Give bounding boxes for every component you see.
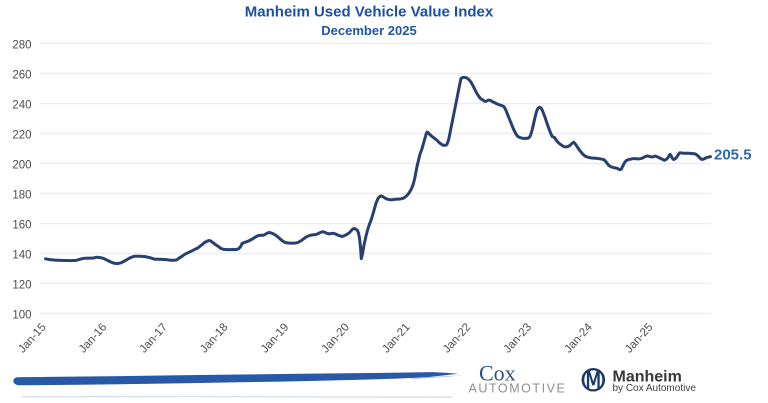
svg-text:Jan-19: Jan-19 (259, 321, 291, 355)
svg-text:Jan-18: Jan-18 (198, 321, 230, 355)
svg-text:200: 200 (12, 159, 31, 171)
svg-text:Jan-16: Jan-16 (77, 321, 109, 355)
svg-text:240: 240 (12, 99, 31, 111)
svg-text:180: 180 (12, 189, 31, 201)
svg-text:by Cox Automotive: by Cox Automotive (613, 383, 697, 394)
svg-text:Manheim: Manheim (613, 369, 682, 386)
svg-text:220: 220 (12, 129, 31, 141)
svg-text:160: 160 (12, 219, 31, 231)
svg-text:280: 280 (12, 39, 31, 51)
svg-text:Jan-23: Jan-23 (502, 321, 534, 355)
svg-text:Jan-25: Jan-25 (623, 321, 655, 355)
svg-text:Jan-20: Jan-20 (320, 321, 352, 355)
svg-text:Cox: Cox (479, 360, 516, 385)
svg-text:120: 120 (12, 279, 31, 291)
svg-text:Jan-24: Jan-24 (562, 321, 595, 356)
svg-text:140: 140 (12, 249, 31, 261)
svg-text:AUTOMOTIVE: AUTOMOTIVE (469, 381, 567, 395)
svg-text:Jan-17: Jan-17 (138, 321, 170, 355)
svg-text:December 2025: December 2025 (321, 23, 416, 38)
svg-text:Jan-21: Jan-21 (380, 321, 412, 355)
svg-text:260: 260 (12, 69, 31, 81)
svg-text:Jan-22: Jan-22 (441, 321, 473, 355)
svg-text:100: 100 (12, 309, 31, 321)
svg-text:Jan-15: Jan-15 (16, 321, 48, 355)
svg-text:Manheim Used Vehicle Value Ind: Manheim Used Vehicle Value Index (245, 4, 494, 21)
svg-text:205.5: 205.5 (714, 147, 752, 164)
